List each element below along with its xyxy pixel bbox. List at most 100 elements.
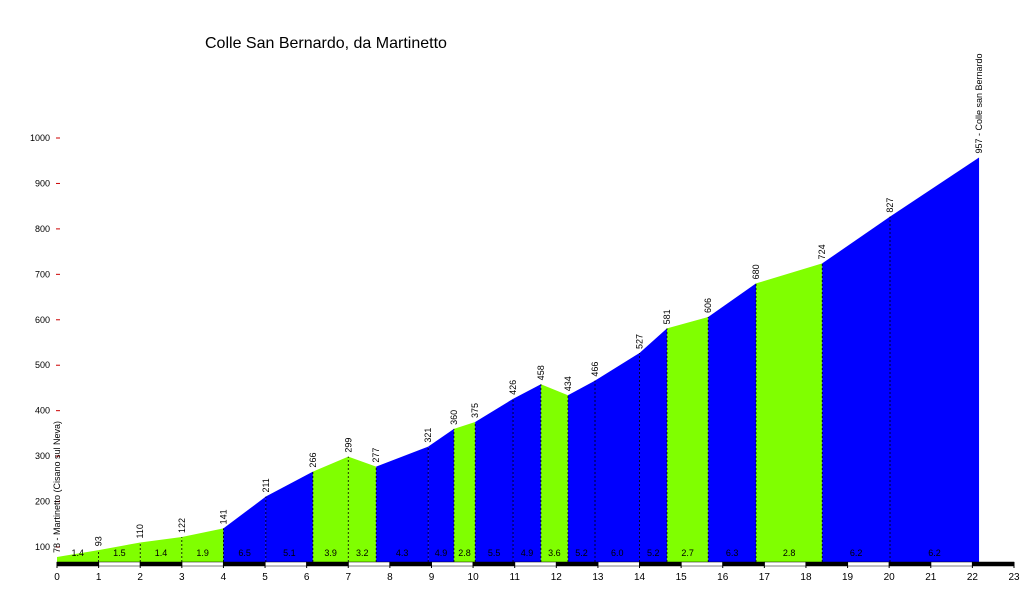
x-tick-label: 13 [592, 572, 604, 583]
x-tick-label: 19 [842, 572, 854, 583]
gradient-label: 2.8 [458, 548, 471, 558]
x-tick-label: 4 [221, 572, 227, 583]
gradient-label: 5.5 [488, 548, 501, 558]
axis-band [472, 561, 515, 567]
gradient-label: 3.9 [324, 548, 337, 558]
x-tick-label: 2 [137, 572, 143, 583]
axis-band [805, 561, 848, 567]
elevation-label: 466 [590, 362, 600, 377]
x-tick-label: 20 [884, 572, 896, 583]
profile-segment [822, 216, 891, 562]
axis-band [597, 561, 640, 567]
elevation-label: 434 [563, 376, 573, 391]
y-tick-label: 600 [35, 315, 50, 325]
axis-band [348, 561, 391, 567]
profile-segment [181, 528, 224, 562]
gradient-label: 4.9 [435, 548, 448, 558]
profile-segment [348, 456, 377, 562]
profile-segment [453, 422, 476, 562]
y-tick-label: 100 [35, 542, 50, 552]
elevation-label: 321 [423, 428, 433, 443]
elevation-label: 426 [508, 380, 518, 395]
x-tick-label: 6 [304, 572, 310, 583]
axis-band [306, 561, 349, 567]
elevation-label: 527 [635, 334, 645, 349]
axis-band [181, 561, 224, 567]
profile-segment [567, 380, 596, 562]
axis-band [847, 561, 890, 567]
profile-segment [223, 496, 266, 562]
x-tick-label: 11 [510, 572, 521, 583]
elevation-label: 277 [371, 448, 381, 463]
gradient-label: 6.2 [928, 548, 941, 558]
y-tick-label: 900 [35, 178, 50, 188]
gradient-label: 6.3 [726, 548, 739, 558]
x-tick-label: 8 [387, 572, 393, 583]
axis-band [888, 561, 932, 567]
elevation-label: 110 [135, 524, 145, 538]
elevation-label: 827 [885, 198, 895, 213]
gradient-label: 2.7 [681, 548, 694, 558]
y-tick-label: 800 [35, 224, 50, 234]
gradient-label: 3.6 [548, 548, 561, 558]
profile-segment [639, 328, 667, 562]
elevation-label: 93 [94, 536, 104, 546]
profile-segment [513, 384, 541, 562]
profile-segment [756, 263, 823, 562]
axis-band [764, 561, 807, 567]
axis-band [431, 561, 474, 567]
profile-segment [666, 317, 709, 562]
axis-band [514, 561, 557, 567]
axis-band [556, 561, 599, 567]
axis-band [139, 561, 183, 567]
elevation-label: 211 [261, 478, 271, 492]
profile-segment [595, 352, 640, 562]
elevation-label: 375 [470, 403, 480, 418]
gradient-label: 4.9 [521, 548, 534, 558]
elevation-label: 141 [218, 509, 228, 524]
axis-band [223, 561, 266, 567]
elevation-label: 299 [343, 438, 353, 453]
gradient-label: 1.5 [113, 548, 126, 558]
x-tick-label: 5 [262, 572, 268, 583]
axis-band [639, 561, 682, 567]
profile-segment [265, 471, 313, 562]
elevation-label: 606 [703, 298, 713, 313]
gradient-label: 1.9 [196, 548, 209, 558]
x-tick-label: 18 [800, 572, 812, 583]
x-tick-label: 17 [759, 572, 771, 583]
profile-segment [98, 542, 141, 562]
elevation-label: 122 [177, 518, 187, 533]
x-tick-label: 0 [54, 572, 60, 583]
axis-band [264, 561, 307, 567]
gradient-label: 6.2 [850, 548, 863, 558]
gradient-label: 6.5 [238, 548, 251, 558]
gradient-label: 1.4 [72, 548, 85, 558]
profile-segment [140, 537, 182, 562]
gradient-label: 5.2 [647, 548, 660, 558]
x-tick-label: 16 [717, 572, 729, 583]
gradient-label: 6.0 [611, 548, 624, 558]
profile-segment [540, 384, 568, 562]
profile-segment [376, 446, 429, 562]
axis-band [389, 561, 432, 567]
elevation-label: 78 - Martinetto (Cisano sul Neva) [52, 421, 62, 553]
x-tick-label: 7 [345, 572, 351, 583]
elevation-label: 957 - Colle san Bernardo [974, 53, 984, 153]
x-tick-label: 9 [429, 572, 435, 583]
x-tick-label: 10 [468, 572, 480, 583]
elevation-label: 724 [817, 244, 827, 259]
gradient-label: 4.3 [396, 548, 409, 558]
elevation-label: 581 [662, 309, 672, 324]
profile-segment [428, 428, 454, 562]
x-tick-label: 12 [551, 572, 563, 583]
axis-band [56, 561, 99, 567]
gradient-label: 5.2 [575, 548, 588, 558]
y-tick-label: 300 [35, 451, 50, 461]
gradient-label: 5.1 [283, 548, 296, 558]
y-tick-label: 500 [35, 360, 50, 370]
axis-band [98, 561, 141, 567]
elevation-label: 458 [536, 365, 546, 380]
elevation-label: 266 [308, 453, 318, 468]
